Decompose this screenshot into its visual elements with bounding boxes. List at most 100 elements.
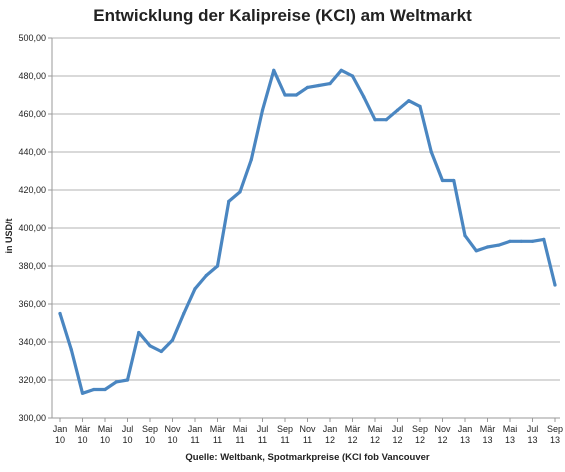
y-tick-label: 340,00: [18, 337, 46, 347]
data-point: [193, 287, 197, 291]
data-point: [204, 273, 208, 278]
data-point: [148, 344, 152, 348]
y-tick-label: 400,00: [18, 223, 46, 233]
x-tick-label-year: 11: [258, 435, 267, 445]
gridlines: [51, 37, 560, 419]
x-tick-label-year: 10: [100, 435, 110, 445]
data-point: [384, 118, 388, 122]
data-point: [170, 338, 175, 342]
data-point: [485, 245, 490, 249]
x-tick-label-month: Jan: [53, 424, 68, 434]
data-point: [227, 199, 231, 203]
x-tick-label-year: 13: [550, 435, 560, 445]
x-tick-label-month: Mai: [503, 424, 518, 434]
x-tick-label-month: Jul: [392, 424, 404, 434]
data-point: [328, 82, 332, 86]
data-point: [440, 178, 445, 183]
data-point: [249, 158, 253, 162]
data-point: [58, 311, 62, 316]
data-point: [294, 93, 298, 97]
data-point: [92, 387, 96, 392]
x-tick-label-year: 12: [392, 435, 402, 445]
series-line: [58, 68, 557, 395]
data-point: [215, 264, 220, 268]
x-tick-label-month: Mai: [368, 424, 383, 434]
x-tick-label-month: Mär: [75, 424, 91, 434]
data-point: [350, 74, 355, 78]
x-tick-label-year: 10: [167, 435, 177, 445]
x-tick-label-year: 10: [55, 435, 65, 445]
data-point: [542, 237, 546, 241]
data-point: [137, 330, 141, 335]
x-tick-label-month: Jul: [122, 424, 134, 434]
y-tick-label: 420,00: [18, 185, 46, 195]
x-axis-ticks: Jan10Mär10Mai10Jul10Sep10Nov10Jan11Mär11…: [53, 418, 563, 445]
y-axis-ticks: 300,00 320,00 340,00 360,00 380,00 400,00 420,…: [18, 33, 52, 423]
x-tick-label-year: 13: [460, 435, 470, 445]
x-tick-label-month: Mai: [233, 424, 248, 434]
y-tick-label: 300,00: [18, 413, 46, 423]
data-point: [407, 99, 411, 103]
x-tick-label-year: 12: [370, 435, 380, 445]
x-tick-label-month: Jul: [257, 424, 269, 434]
data-point: [238, 190, 242, 194]
x-tick-label-month: Sep: [142, 424, 158, 434]
x-tick-label-month: Sep: [547, 424, 563, 434]
y-tick-label: 480,00: [18, 71, 46, 81]
x-tick-label-year: 11: [303, 435, 312, 445]
x-tick-label-year: 13: [482, 435, 492, 445]
x-tick-label-month: Nov: [164, 424, 181, 434]
x-tick-label-month: Sep: [277, 424, 293, 434]
series-group: [58, 68, 557, 395]
x-tick-label-month: Jan: [323, 424, 338, 434]
x-tick-label-year: 13: [505, 435, 515, 445]
x-tick-label-month: Nov: [434, 424, 451, 434]
x-tick-label-month: Sep: [412, 424, 428, 434]
data-point: [159, 349, 163, 354]
data-point: [339, 68, 343, 72]
data-point: [418, 104, 422, 108]
x-tick-label-month: Mär: [345, 424, 361, 434]
data-point: [553, 283, 557, 287]
x-tick-label-month: Mär: [480, 424, 496, 434]
data-point: [474, 249, 478, 253]
x-tick-label-year: 12: [325, 435, 335, 445]
chart-title: Entwicklung der Kalipreise (KCl) am Welt…: [93, 6, 472, 25]
y-tick-label: 460,00: [18, 109, 46, 119]
data-point: [508, 239, 512, 243]
x-tick-label-year: 11: [280, 435, 289, 445]
x-tick-label-month: Mär: [210, 424, 226, 434]
x-tick-label-year: 11: [213, 435, 222, 445]
data-point: [373, 118, 377, 122]
x-tick-label-year: 10: [145, 435, 155, 445]
x-tick-label-year: 11: [235, 435, 244, 445]
x-tick-label-year: 13: [527, 435, 537, 445]
x-tick-label-month: Jan: [458, 424, 473, 434]
x-tick-label-month: Jan: [188, 424, 203, 434]
x-tick-label-month: Jul: [527, 424, 539, 434]
data-point: [283, 93, 287, 97]
x-tick-label-month: Nov: [299, 424, 316, 434]
data-point: [182, 311, 186, 316]
data-point: [103, 387, 107, 392]
y-tick-label: 320,00: [18, 375, 46, 385]
y-tick-label: 360,00: [18, 299, 46, 309]
data-point: [114, 380, 118, 384]
x-tick-label-year: 11: [190, 435, 199, 445]
data-point: [362, 95, 366, 99]
x-tick-label-year: 10: [77, 435, 87, 445]
data-point: [497, 243, 501, 247]
data-point: [395, 108, 400, 112]
x-tick-label-year: 12: [437, 435, 447, 445]
source-note: Quelle: Weltbank, Spotmarkpreise (KCl fo…: [185, 452, 430, 463]
data-point: [452, 178, 456, 183]
data-point: [530, 239, 535, 243]
data-point: [429, 150, 433, 154]
y-tick-label: 380,00: [18, 261, 46, 271]
x-tick-label-year: 12: [347, 435, 357, 445]
x-tick-label-month: Mai: [98, 424, 113, 434]
data-point: [69, 348, 73, 352]
data-point: [272, 68, 276, 72]
x-tick-label-year: 10: [122, 435, 132, 445]
